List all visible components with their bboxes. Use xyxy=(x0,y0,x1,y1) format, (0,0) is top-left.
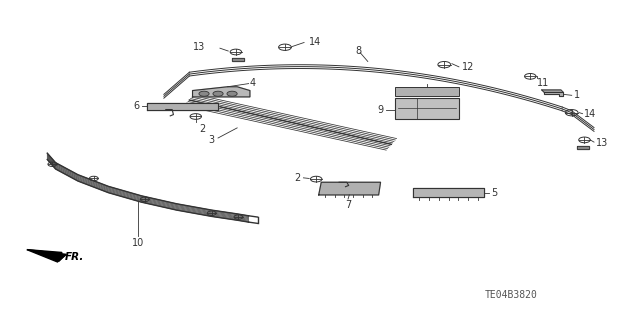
Polygon shape xyxy=(27,250,65,261)
Text: 7: 7 xyxy=(345,200,351,210)
Polygon shape xyxy=(541,90,563,93)
Text: 14: 14 xyxy=(584,109,596,119)
Polygon shape xyxy=(544,93,563,96)
Bar xyxy=(395,98,459,119)
Polygon shape xyxy=(27,250,67,262)
Circle shape xyxy=(199,91,209,96)
Circle shape xyxy=(213,91,223,96)
Text: 12: 12 xyxy=(461,62,474,72)
Text: 13: 13 xyxy=(596,138,608,148)
Polygon shape xyxy=(413,188,484,197)
Polygon shape xyxy=(319,182,381,195)
Polygon shape xyxy=(147,103,218,109)
Polygon shape xyxy=(232,58,244,62)
Text: 4: 4 xyxy=(250,78,256,88)
Text: TE04B3820: TE04B3820 xyxy=(484,290,538,300)
Text: 1: 1 xyxy=(573,90,580,100)
Text: 13: 13 xyxy=(193,42,205,52)
Bar xyxy=(395,87,459,96)
Text: 3: 3 xyxy=(209,135,215,145)
Polygon shape xyxy=(577,146,589,149)
Text: 2: 2 xyxy=(294,173,301,183)
Circle shape xyxy=(227,91,237,96)
Text: 11: 11 xyxy=(537,78,549,88)
Text: 6: 6 xyxy=(133,101,139,111)
Text: FR.: FR. xyxy=(65,252,84,262)
Text: 2: 2 xyxy=(199,124,205,134)
Text: 14: 14 xyxy=(309,37,321,47)
Text: 5: 5 xyxy=(491,188,497,198)
Polygon shape xyxy=(193,87,250,97)
Text: 10: 10 xyxy=(132,238,145,248)
Text: 9: 9 xyxy=(378,105,384,115)
Text: 8: 8 xyxy=(355,46,362,56)
